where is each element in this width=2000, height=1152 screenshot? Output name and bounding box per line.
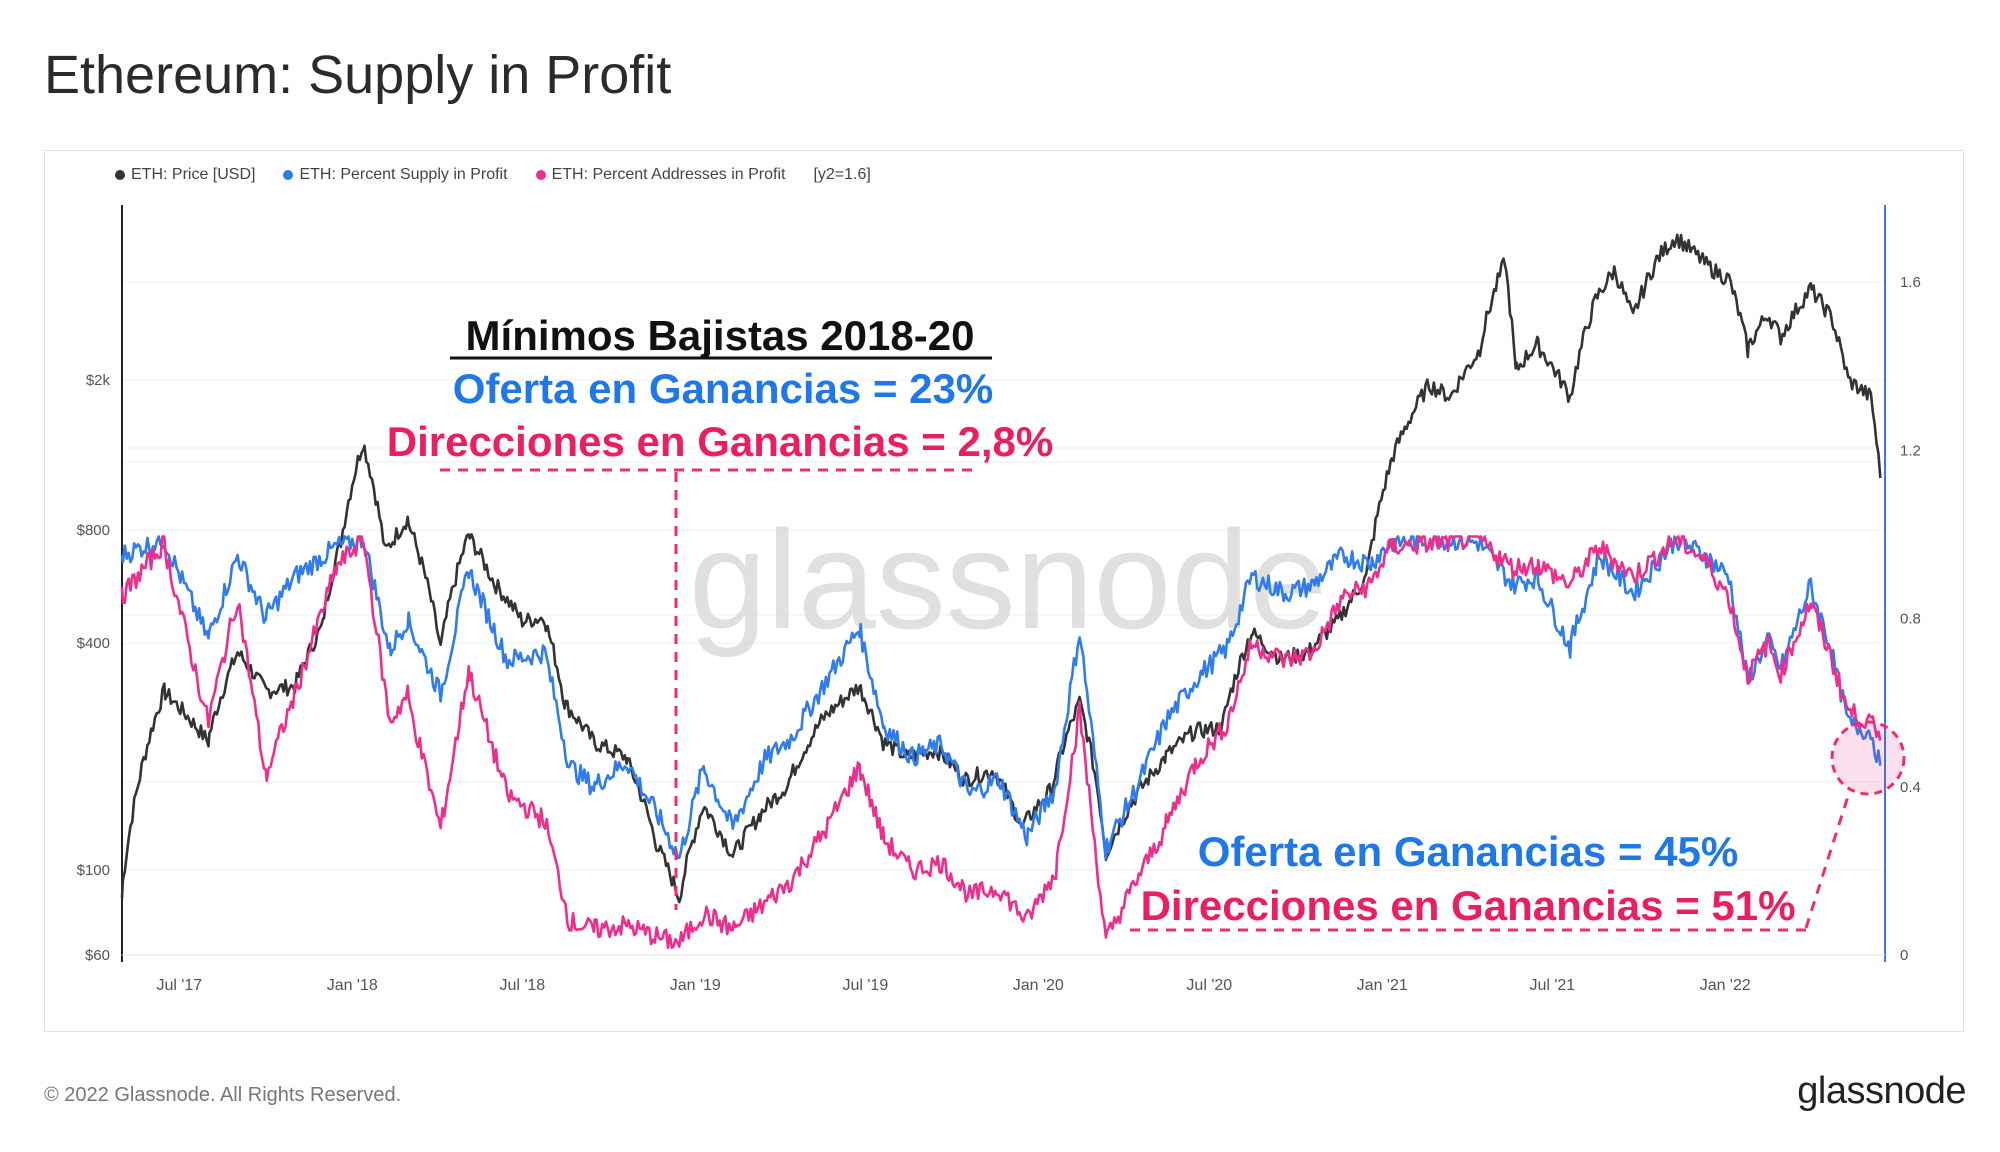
- y-right-tick-label: 0.8: [1900, 611, 1921, 628]
- legend-label-price: ETH: Price [USD]: [131, 166, 256, 183]
- axes-layer: $60 $100 $400 $800 $2k 0 0.4 0.8 1.2 1.6 Jul '17 Ja…: [77, 205, 1921, 994]
- page-title: Ethereum: Supply in Profit: [44, 45, 672, 105]
- x-tick-label: Jan '20: [1013, 977, 1064, 994]
- x-tick-label: Jan '18: [327, 977, 378, 994]
- series-line-2: [120, 535, 1882, 950]
- chart-frame: [44, 150, 1964, 1032]
- x-tick-label: Jul '18: [499, 977, 545, 994]
- annot-top-heading: Mínimos Bajistas 2018-20: [466, 312, 975, 359]
- legend-item-addresses[interactable]: ETH: Percent Addresses in Profit: [535, 166, 786, 184]
- footer-logo: glassnode: [1797, 1070, 1966, 1112]
- y-left-tick-label: $60: [85, 947, 110, 964]
- annot-bottom-supply: Oferta en Ganancias = 45%: [1198, 828, 1738, 875]
- y-left-tick-label: $100: [77, 862, 110, 879]
- annot-top-supply: Oferta en Ganancias = 23%: [453, 365, 993, 412]
- x-tick-label: Jul '19: [842, 977, 888, 994]
- x-tick-label: Jul '21: [1529, 977, 1575, 994]
- x-tick-label: Jul '20: [1186, 977, 1232, 994]
- annot-highlight-circle: [1830, 720, 1906, 796]
- y-left-tick-label: $400: [77, 635, 110, 652]
- watermark: glassnode: [689, 501, 1327, 658]
- annot-top-addresses: Direcciones en Ganancias = 2,8%: [387, 418, 1054, 465]
- footer-copyright: © 2022 Glassnode. All Rights Reserved.: [44, 1084, 402, 1106]
- annot-bottom-diag: [1804, 789, 1852, 929]
- x-tick-label: Jul '17: [156, 977, 202, 994]
- x-tick-label: Jan '21: [1357, 977, 1408, 994]
- y-left-tick-label: $800: [77, 522, 110, 539]
- annot-bottom-addresses: Direcciones en Ganancias = 51%: [1141, 882, 1796, 929]
- y-right-tick-label: 1.6: [1900, 274, 1921, 291]
- legend-dot-supply: [283, 170, 294, 180]
- legend-dot-price: [115, 170, 125, 180]
- legend-dot-addresses: [535, 170, 546, 180]
- legend-y2-note: [y2=1.6]: [813, 166, 871, 183]
- annotation-layer: Mínimos Bajistas 2018-20 Oferta en Ganan…: [387, 312, 1906, 932]
- x-tick-label: Jan '22: [1700, 977, 1751, 994]
- y-right-tick-label: 0: [1900, 947, 1908, 964]
- y-right-tick-label: 0.4: [1900, 779, 1921, 796]
- chart-legend: ETH: Price [USD] ETH: Percent Supply in …: [115, 166, 871, 184]
- legend-item-supply[interactable]: ETH: Percent Supply in Profit: [283, 166, 508, 184]
- x-tick-label: Jan '19: [670, 977, 721, 994]
- legend-item-price[interactable]: ETH: Price [USD]: [115, 166, 255, 184]
- legend-label-addresses: ETH: Percent Addresses in Profit: [551, 166, 786, 183]
- y-right-tick-label: 1.2: [1900, 442, 1921, 459]
- series-line-1: [120, 535, 1882, 861]
- series-layer: [120, 233, 1882, 950]
- y-left-tick-label: $2k: [86, 372, 111, 389]
- legend-label-supply: ETH: Percent Supply in Profit: [299, 166, 508, 183]
